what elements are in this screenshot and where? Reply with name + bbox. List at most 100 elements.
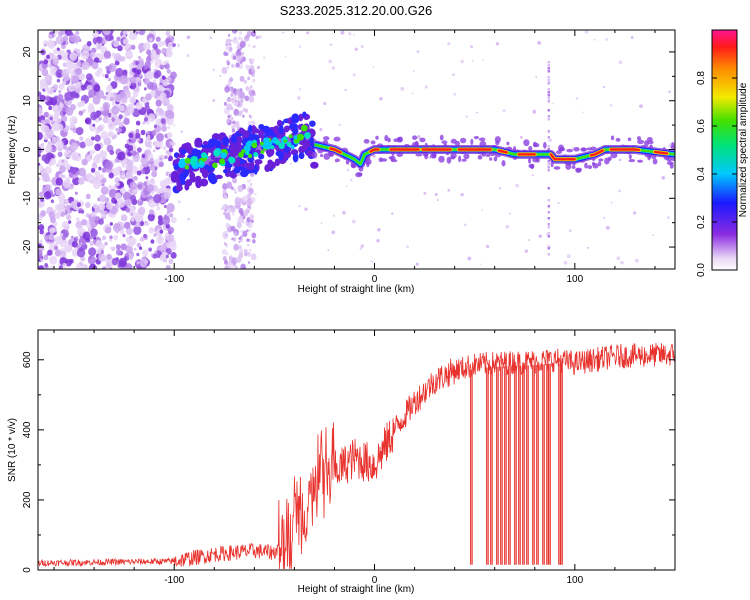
noise-speck [499, 187, 502, 190]
streak-segment [547, 76, 551, 79]
noise-blob [69, 52, 78, 61]
noise-blob [160, 118, 166, 124]
noise-blob [128, 236, 137, 246]
noise-blob [109, 222, 113, 226]
noise-blob [71, 92, 77, 99]
noise-blob [63, 198, 69, 205]
noise-speck [453, 93, 457, 96]
noise-blob [97, 125, 103, 131]
noise-speck [582, 111, 584, 114]
noise-blob [87, 151, 91, 155]
snr-dropouts [470, 363, 563, 565]
noise-blob [157, 84, 164, 92]
noise-blob [75, 61, 82, 68]
noise-speck [349, 178, 353, 182]
noise-blob [125, 164, 134, 173]
track-halo-blob [649, 144, 653, 150]
track-halo-blob [375, 135, 379, 140]
noise-blob [233, 65, 236, 68]
track-halo-blob [637, 159, 644, 163]
noise-blob [85, 73, 93, 81]
noise-blob [135, 120, 141, 126]
noise-blob [247, 251, 252, 257]
noise-blob [82, 231, 91, 240]
noise-blob [158, 187, 165, 194]
noise-blob [78, 110, 84, 116]
noise-blob [105, 201, 114, 210]
noise-blob [155, 111, 160, 117]
noise-blob [65, 165, 71, 171]
noise-blob [232, 55, 237, 60]
colorbar-tick-label: 0.0 [696, 263, 707, 277]
noise-blob [92, 30, 99, 38]
noise-blob [239, 75, 245, 82]
noise-blob [245, 86, 250, 91]
noise-blob [61, 83, 65, 87]
noise-speck [376, 239, 380, 243]
noise-blob [156, 235, 164, 245]
noise-blob [57, 93, 64, 101]
streak-segment [547, 166, 551, 169]
track-blob [201, 168, 209, 179]
noise-blob [240, 263, 246, 269]
noise-blob [232, 236, 237, 242]
track-halo-blob [610, 135, 615, 141]
streak-segment [547, 118, 551, 121]
track-bright-spot [269, 145, 275, 150]
track-blob [309, 120, 316, 127]
noise-blob [110, 246, 114, 250]
noise-blob [75, 217, 80, 222]
spectrogram-y-tick-label: 20 [22, 46, 33, 58]
noise-blob [150, 239, 155, 244]
noise-blob [109, 149, 115, 156]
noise-blob [111, 257, 119, 266]
noise-blob [124, 44, 129, 49]
track-blob [267, 161, 276, 170]
noise-speck [486, 244, 490, 249]
noise-blob [85, 193, 91, 200]
noise-speck [537, 40, 542, 45]
noise-blob [167, 41, 175, 50]
track-halo-blob [615, 137, 621, 142]
noise-blob [76, 248, 86, 258]
streak-segment [547, 205, 551, 208]
noise-blob [247, 76, 251, 81]
track-bright-spot [304, 131, 311, 139]
noise-speck [605, 225, 610, 230]
noise-blob [153, 82, 157, 86]
colorbar-tick-label: 0.2 [696, 215, 707, 229]
noise-blob [247, 179, 250, 183]
noise-blob [240, 99, 243, 102]
noise-blob [158, 161, 164, 168]
track-blob [237, 128, 247, 134]
streak-segment [547, 235, 551, 238]
noise-blob [116, 131, 121, 135]
noise-blob [159, 64, 164, 70]
noise-blob [151, 170, 158, 178]
noise-speck [515, 183, 519, 188]
noise-blob [146, 120, 150, 125]
track-halo-blob [370, 140, 376, 145]
noise-blob [139, 74, 143, 78]
noise-blob [38, 249, 43, 259]
noise-speck [630, 36, 634, 39]
noise-blob [229, 77, 234, 83]
track-blob [180, 148, 187, 155]
noise-blob [238, 236, 241, 241]
streak-segment [547, 163, 551, 166]
noise-blob [58, 90, 62, 94]
noise-speck [470, 45, 473, 48]
noise-blob [78, 210, 82, 214]
noise-speck [424, 85, 428, 89]
track-bright-spot [220, 152, 227, 159]
track-halo-blob [384, 134, 389, 142]
noise-speck [416, 135, 421, 139]
noise-blob [93, 84, 101, 92]
noise-blob [153, 233, 157, 237]
noise-speck [482, 58, 485, 61]
noise-speck [372, 66, 375, 68]
noise-blob [113, 235, 119, 241]
noise-blob [236, 44, 241, 50]
noise-blob [55, 69, 64, 78]
noise-blob [237, 184, 244, 193]
